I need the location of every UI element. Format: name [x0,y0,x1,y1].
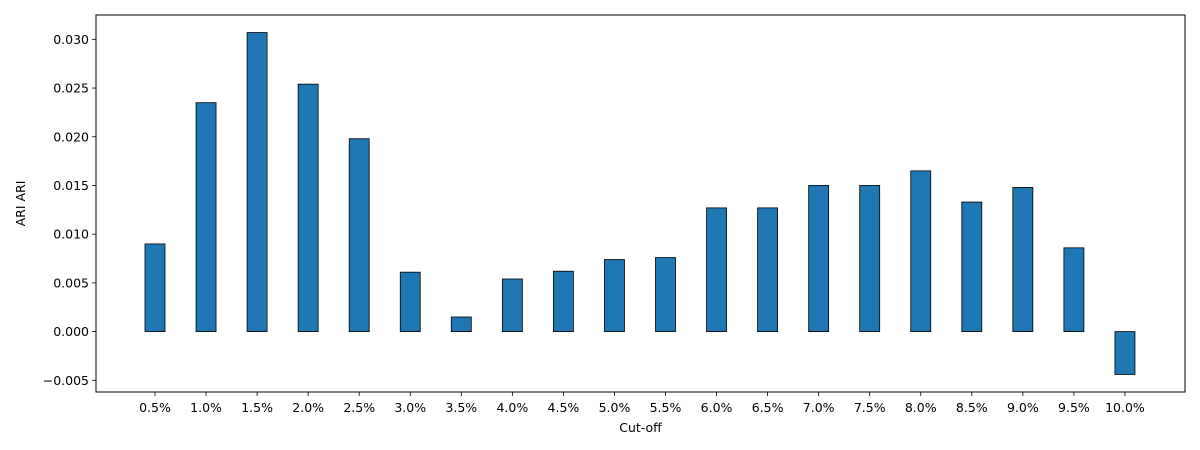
y-axis: −0.005 0.000 0.005 0.010 0.015 0.020 0.025 0.03… [43,32,96,388]
bar-3.0% [399,271,421,333]
y-tick-label: 0.015 [53,178,89,193]
bar-1.5% [246,32,268,333]
y-tick-label: 0.000 [53,324,89,339]
bar-7.5% [859,185,881,333]
bar-0.5% [144,243,166,333]
x-tick-label: 3.5% [445,400,477,415]
x-tick-label: 8.0% [905,400,937,415]
y-tick-label: 0.005 [53,275,89,290]
x-tick-label: 7.0% [803,400,835,415]
y-tick-label: 0.010 [53,227,89,242]
x-tick-label: 5.0% [599,400,631,415]
bar-6.5% [757,207,778,333]
y-tick-label: 0.025 [53,81,89,96]
bar-9.0% [1012,187,1034,333]
x-tick-label: 9.0% [1007,400,1039,415]
x-tick-label: 2.0% [292,400,324,415]
bar-1.0% [195,102,217,333]
x-tick-label: 0.5% [139,400,171,415]
bar-8.0% [910,170,932,333]
x-tick-label: 10.0% [1105,400,1145,415]
y-tick-label: 0.030 [53,32,89,47]
bar-5.5% [655,257,676,333]
bars-group [144,32,1136,375]
x-tick-label: 1.5% [241,400,273,415]
bar-7.0% [808,185,830,333]
x-tick-label: 1.0% [190,400,222,415]
x-tick-label: 6.5% [752,400,784,415]
x-tick-label: 4.0% [496,400,528,415]
x-tick-label: 6.0% [701,400,733,415]
bar-4.0% [501,278,523,333]
x-tick-label: 5.5% [650,400,682,415]
y-tick-label: −0.005 [43,373,89,388]
bar-9.5% [1063,247,1085,333]
x-tick-label: 7.5% [854,400,886,415]
bar-10.0% [1114,331,1136,375]
x-axis: 0.5% 1.0% 1.5% 2.0% 2.5% 3.0% 3.5% 4.0% 4.5% 5.0%… [139,392,1145,415]
x-tick-label: 8.5% [956,400,988,415]
x-axis-label: Cut-off [619,420,662,435]
bar-3.5% [450,316,472,333]
x-tick-label: 2.5% [343,400,375,415]
plot-frame [95,14,1186,393]
bar-6.0% [706,207,727,333]
bar-8.5% [961,201,983,333]
x-tick-label: 3.0% [394,400,426,415]
bar-2.0% [297,83,319,333]
x-tick-label: 4.5% [548,400,580,415]
y-axis-label: ARI ARI [13,181,28,227]
bar-2.5% [348,138,370,333]
bar-4.5% [553,270,574,333]
x-tick-label: 9.5% [1058,400,1090,415]
y-tick-label: 0.020 [53,129,89,144]
bar-5.0% [604,259,625,333]
